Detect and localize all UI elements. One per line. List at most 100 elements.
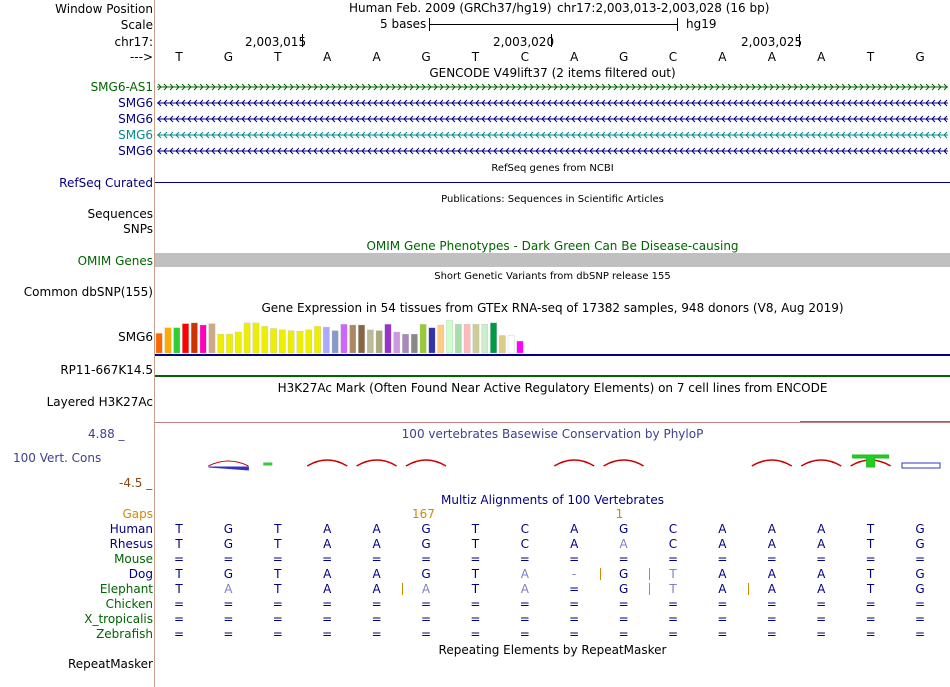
multiz-aligned-base: A xyxy=(718,582,727,596)
gtex-tissue-bar[interactable] xyxy=(305,329,313,354)
gtex-tissue-bar[interactable] xyxy=(419,324,427,354)
gtex-tissue-bar[interactable] xyxy=(446,319,453,354)
multiz-aligned-base: A xyxy=(224,582,233,596)
gtex-tissue-bar[interactable] xyxy=(287,330,295,354)
repeatmasker-track-label[interactable]: RepeatMasker xyxy=(67,657,153,671)
gtex-tissue-bar[interactable] xyxy=(331,330,339,354)
gtex-tissue-bar[interactable] xyxy=(164,327,172,354)
conservation-score-peak xyxy=(356,459,397,467)
gtex-tissue-bar[interactable] xyxy=(437,324,445,354)
gtex-tissue-bar[interactable] xyxy=(155,333,163,354)
multiz-aligned-base: = xyxy=(766,552,777,566)
multiz-aligned-base: A xyxy=(323,522,332,536)
gtex-gene-label[interactable]: SMG6 xyxy=(118,330,153,344)
gtex-tissue-bar[interactable] xyxy=(349,324,357,354)
multiz-species-label[interactable]: Rhesus xyxy=(109,537,153,551)
multiz-gaps-label: Gaps xyxy=(122,507,153,521)
gtex-tissue-bar[interactable] xyxy=(481,324,489,354)
multiz-aligned-base: A xyxy=(372,522,381,536)
multiz-aligned-base: = xyxy=(470,552,481,566)
gtex-gene2-label[interactable]: RP11-667K14.5 xyxy=(60,363,153,377)
conservation-track-label[interactable]: 100 Vert. Cons xyxy=(13,451,102,465)
dbsnp-track-title: Short Genetic Variants from dbSNP releas… xyxy=(434,271,671,282)
omim-feature-bar[interactable] xyxy=(155,253,950,267)
publications-snps-label[interactable]: SNPs xyxy=(123,222,153,236)
gtex-tissue-bar[interactable] xyxy=(235,331,242,354)
gtex-tissue-bar[interactable] xyxy=(199,324,207,354)
multiz-aligned-base: = xyxy=(569,552,580,566)
gtex-tissue-bar[interactable] xyxy=(463,324,471,354)
multiz-aligned-base: = xyxy=(322,552,333,566)
multiz-species-label[interactable]: Mouse xyxy=(114,552,153,566)
gtex-tissue-bar[interactable] xyxy=(208,323,216,354)
multiz-aligned-base: T xyxy=(866,522,875,536)
multiz-aligned-base: = xyxy=(816,612,827,626)
dbsnp-track-label[interactable]: Common dbSNP(155) xyxy=(23,285,153,299)
gtex-tissue-bar[interactable] xyxy=(243,322,251,354)
gtex-tissue-bar[interactable] xyxy=(191,322,198,354)
gencode-gene-label[interactable]: SMG6 xyxy=(118,96,153,110)
gtex-tissue-bar[interactable] xyxy=(358,324,365,354)
multiz-aligned-base: = xyxy=(173,552,185,566)
multiz-aligned-base: G xyxy=(223,522,234,536)
h3k27ac-track-label[interactable]: Layered H3K27Ac xyxy=(46,395,153,409)
multiz-species-label[interactable]: Chicken xyxy=(105,597,153,611)
gencode-gene-label[interactable]: SMG6-AS1 xyxy=(90,80,153,94)
multiz-aligned-base: G xyxy=(421,522,431,536)
conservation-score-mark xyxy=(263,462,273,466)
gtex-tissue-bar[interactable] xyxy=(226,333,233,354)
gtex-tissue-bar[interactable] xyxy=(340,324,348,354)
multiz-aligned-base: = xyxy=(470,612,481,626)
gtex-tissue-bar[interactable] xyxy=(182,323,189,354)
multiz-aligned-base: = xyxy=(371,612,382,626)
gtex-tissue-bar[interactable] xyxy=(490,322,497,354)
gtex-tissue-bar[interactable] xyxy=(384,324,392,354)
gtex-tissue-bar[interactable] xyxy=(507,335,515,354)
gtex-tissue-bar[interactable] xyxy=(279,329,286,354)
gtex-tissue-bar[interactable] xyxy=(375,330,383,354)
reference-base: A xyxy=(570,50,579,64)
gtex-tissue-bar[interactable] xyxy=(270,328,277,354)
gencode-gene-label[interactable]: SMG6 xyxy=(118,128,153,142)
gtex-tissue-bar[interactable] xyxy=(261,326,269,354)
multiz-aligned-base: = xyxy=(569,582,580,596)
publications-sequences-label[interactable]: Sequences xyxy=(87,207,153,221)
multiz-species-label[interactable]: Dog xyxy=(128,567,153,581)
reference-base: G xyxy=(618,50,629,64)
gtex-tissue-bar[interactable] xyxy=(217,333,225,354)
multiz-aligned-base: T xyxy=(274,522,282,536)
multiz-species-label[interactable]: Human xyxy=(109,522,153,536)
multiz-aligned-base: = xyxy=(272,612,283,626)
gtex-tissue-bar[interactable] xyxy=(455,324,462,354)
gtex-tissue-bar[interactable] xyxy=(393,331,401,354)
gtex-tissue-bar[interactable] xyxy=(173,327,181,354)
gtex-tissue-bar[interactable] xyxy=(402,333,409,354)
multiz-aligned-base: T xyxy=(175,582,183,596)
refseq-track-label[interactable]: RefSeq Curated xyxy=(59,176,153,190)
multiz-aligned-base: = xyxy=(717,612,728,626)
multiz-species-label[interactable]: X_tropicalis xyxy=(84,612,153,626)
multiz-species-label[interactable]: Elephant xyxy=(99,582,153,596)
gtex-tissue-bar[interactable] xyxy=(296,331,304,354)
gtex-tissue-bar[interactable] xyxy=(323,326,330,354)
gencode-strand-arrows xyxy=(157,115,948,123)
multiz-aligned-base: = xyxy=(618,627,629,641)
multiz-aligned-base: G xyxy=(915,522,925,536)
multiz-aligned-base: = xyxy=(272,597,283,611)
gtex-tissue-bar[interactable] xyxy=(252,322,260,354)
gtex-tissue-bar[interactable] xyxy=(499,335,506,354)
gtex-tissue-bar[interactable] xyxy=(367,329,374,354)
refseq-feature-line[interactable] xyxy=(155,182,950,183)
gtex-tissue-bar[interactable] xyxy=(314,326,321,354)
gtex-tissue-bar[interactable] xyxy=(516,340,524,354)
multiz-aligned-base: A xyxy=(372,537,381,551)
gtex-tissue-bar[interactable] xyxy=(472,324,480,354)
gtex-tissue-bar[interactable] xyxy=(411,333,418,354)
multiz-species-label[interactable]: Zebrafish xyxy=(96,627,153,641)
gencode-gene-label[interactable]: SMG6 xyxy=(118,144,153,158)
gtex-tissue-bar[interactable] xyxy=(428,327,436,354)
gencode-gene-label[interactable]: SMG6 xyxy=(118,112,153,126)
omim-track-label[interactable]: OMIM Genes xyxy=(77,254,153,268)
